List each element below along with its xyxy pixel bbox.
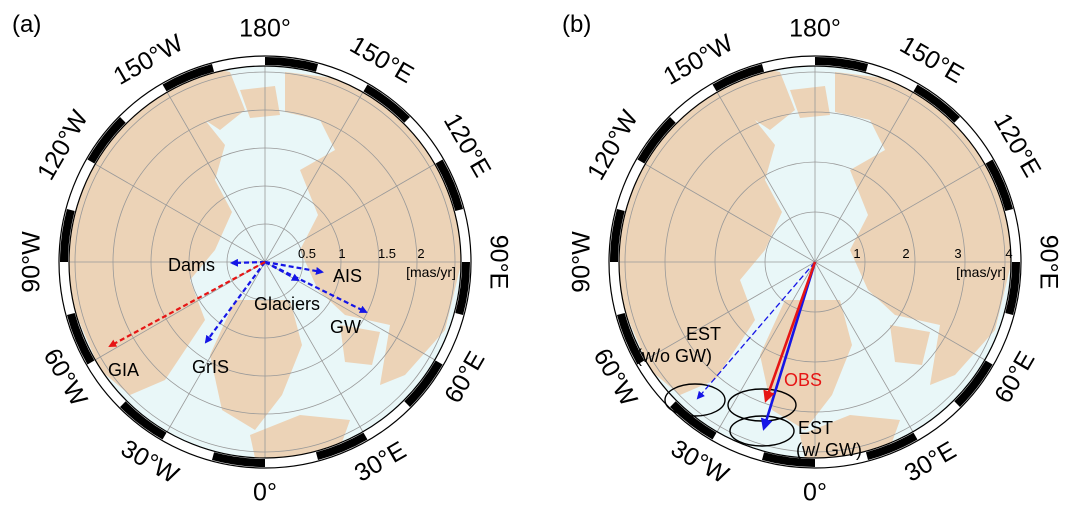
- panel-a-vector-labels: Dams AIS Glaciers GW GrIS GIA: [108, 255, 362, 380]
- scale-unit: [mas/yr]: [956, 264, 1006, 280]
- lon-label-120w: 120°W: [582, 105, 644, 185]
- scale-tick-0.5: 0.5: [298, 246, 316, 261]
- lon-label-30w: 30°W: [666, 434, 734, 489]
- label-est-wo-gw-line2: (w/o GW): [636, 346, 712, 366]
- lon-label-150e: 150°E: [345, 31, 418, 89]
- panel-b-frame: [608, 55, 1022, 469]
- label-obs: OBS: [784, 370, 822, 390]
- scale-tick-2: 2: [417, 246, 424, 261]
- vector-ais: [264, 260, 324, 275]
- label-gw: GW: [330, 317, 361, 337]
- lon-label-90e: 90°E: [484, 235, 512, 289]
- scale-tick-1: 1: [338, 246, 345, 261]
- panel-b-label: (b): [562, 11, 591, 38]
- lon-label-60e: 60°E: [439, 347, 490, 408]
- vector-dams: [230, 258, 266, 267]
- panel-b: (b) 180°: [562, 11, 1062, 507]
- scale-tick-4: 4: [1005, 246, 1012, 261]
- panel-a-label: (a): [12, 11, 41, 38]
- scale-tick-1.5: 1.5: [378, 246, 396, 261]
- panel-a-vectors: [108, 258, 368, 347]
- lon-label-90w: 90°W: [568, 231, 596, 293]
- label-glaciers: Glaciers: [254, 294, 320, 314]
- panel-b-scale: 1 2 3 4 [mas/yr]: [853, 246, 1012, 280]
- lon-label-180: 180°: [239, 15, 291, 43]
- panel-b-vectors: [696, 261, 817, 431]
- panel-a-frame: [58, 55, 472, 469]
- lon-label-120w: 120°W: [32, 105, 94, 185]
- vector-gw: [264, 261, 368, 313]
- lon-label-60e: 60°E: [989, 347, 1040, 408]
- vector-obs: [763, 261, 817, 403]
- lon-label-0: 0°: [253, 479, 277, 507]
- lon-label-30w: 30°W: [116, 434, 184, 489]
- lon-label-90e: 90°E: [1034, 235, 1062, 289]
- label-ais: AIS: [333, 266, 362, 286]
- panel-b-vector-labels: OBS EST (w/ GW) EST (w/o GW): [636, 324, 862, 460]
- scale-unit: [mas/yr]: [406, 264, 456, 280]
- label-gia: GIA: [108, 360, 139, 380]
- scale-tick-3: 3: [954, 246, 961, 261]
- lon-label-180: 180°: [789, 15, 841, 43]
- panel-a-scale: 0.5 1 1.5 2 [mas/yr]: [298, 246, 456, 280]
- panel-a: (a): [12, 11, 512, 507]
- label-est-w-gw-line2: (w/ GW): [796, 440, 862, 460]
- ellipse-est-w-gw: [729, 415, 795, 447]
- vector-gris: [204, 261, 266, 344]
- lon-label-90w: 90°W: [18, 231, 46, 293]
- label-gris: GrIS: [192, 357, 229, 377]
- label-dams: Dams: [168, 255, 215, 275]
- label-est-wo-gw-line1: EST: [686, 324, 721, 344]
- scale-tick-1: 1: [853, 246, 860, 261]
- lon-label-150e: 150°E: [895, 31, 968, 89]
- vector-gia: [108, 261, 266, 347]
- vector-est-wo-gw: [696, 261, 816, 400]
- scale-tick-2: 2: [902, 246, 909, 261]
- label-est-w-gw-line1: EST: [798, 418, 833, 438]
- lon-label-0: 0°: [803, 479, 827, 507]
- ellipse-est-wo-gw: [664, 383, 726, 417]
